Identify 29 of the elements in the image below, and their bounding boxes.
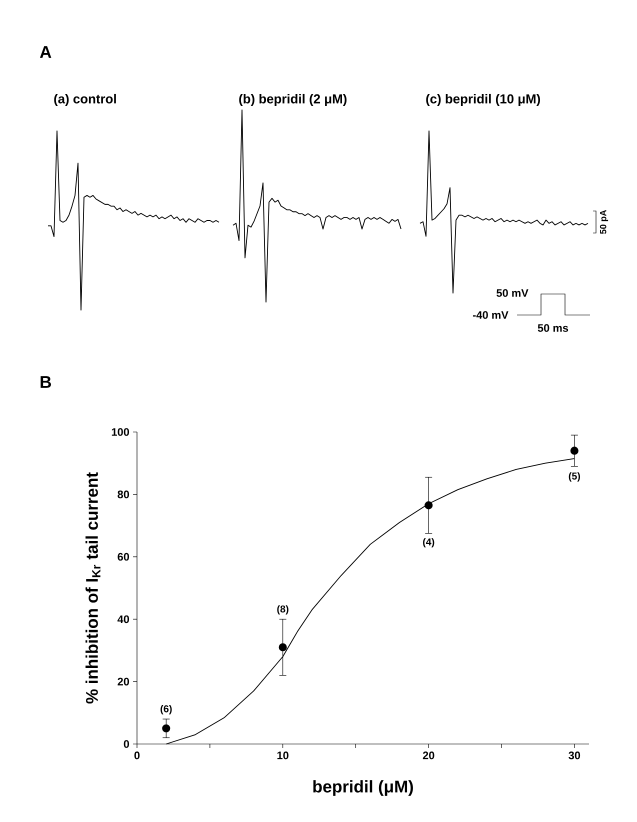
annotation: (8): [277, 605, 288, 614]
chart-title: (c) bepridil (10 μM): [426, 94, 540, 106]
y-tick-label: 0: [124, 740, 130, 748]
point: [570, 446, 578, 455]
text: A: [40, 46, 52, 58]
point: [424, 501, 433, 510]
y-tick-label: 20: [118, 678, 130, 686]
annotation: 50 mV: [496, 289, 528, 297]
text: -40 mV: [472, 311, 508, 319]
point: [162, 724, 170, 732]
x-tick-label: 10: [277, 752, 288, 760]
x-tick-label: 0: [134, 752, 140, 760]
x-tick-label: 30: [568, 752, 580, 760]
text: 50 pA: [600, 210, 608, 234]
y-tick-label: 60: [118, 552, 130, 561]
chart-title: (a) control: [54, 94, 116, 106]
y-axis-title: % inhibition of I$_{Kr}$ tail current: [86, 472, 100, 704]
text: B: [40, 376, 51, 388]
chart-title: (b) bepridil (2 μM): [239, 94, 347, 106]
annotation: (5): [568, 472, 580, 482]
x-axis-title: bepridil (μM): [313, 780, 413, 796]
point: [278, 643, 287, 652]
x-tick-label: 20: [422, 752, 434, 760]
annotation: (4): [423, 538, 434, 548]
annotation: (6): [160, 705, 172, 714]
y-tick-label: 100: [112, 428, 130, 436]
text: 50 ms: [538, 324, 568, 332]
y-tick-label: 80: [118, 490, 130, 498]
y-tick-label: 40: [117, 615, 130, 624]
